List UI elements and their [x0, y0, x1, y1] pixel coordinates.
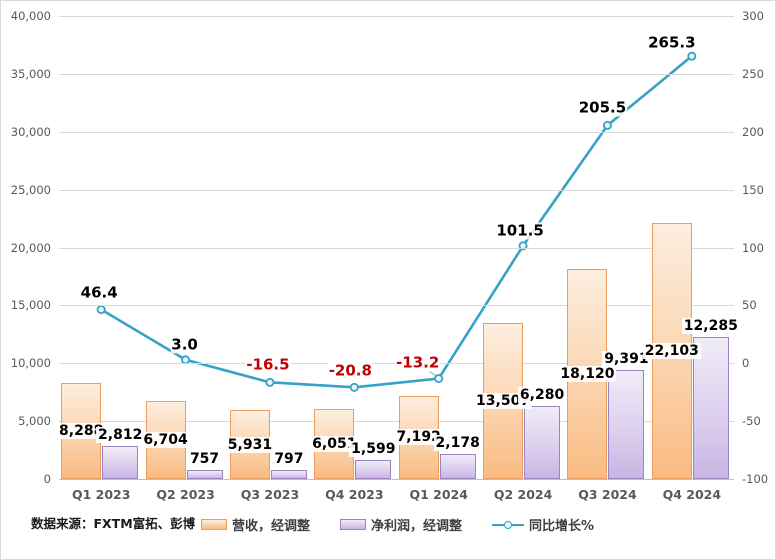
gridline	[59, 73, 734, 75]
net-profit-data-label: 12,285	[681, 317, 740, 334]
right-axis-tick: 150	[742, 182, 764, 197]
legend-label-growth: 同比增长%	[529, 519, 595, 534]
gridline	[59, 305, 734, 307]
left-axis-tick: 40,000	[10, 9, 51, 23]
revenue-swatch-icon	[201, 519, 227, 530]
x-axis-category-label: Q4 2024	[662, 487, 722, 502]
bar-net-profit	[439, 453, 476, 479]
left-axis-tick: 10,000	[10, 356, 51, 371]
legend-item-revenue: 营收，经调整	[201, 515, 310, 534]
x-axis-category-label: Q3 2023	[240, 487, 300, 502]
revenue-data-label: 5,931	[225, 436, 275, 453]
growth-data-label: 265.3	[647, 33, 697, 52]
left-axis-tick: 25,000	[10, 182, 51, 197]
line-marker-icon	[492, 519, 525, 530]
bar-net-profit	[270, 469, 307, 479]
gridline	[59, 131, 734, 133]
x-axis-line	[59, 479, 734, 480]
x-axis-category-label: Q1 2024	[409, 487, 468, 502]
net-profit-data-label: 6,280	[517, 387, 567, 404]
growth-data-label: -16.5	[245, 355, 291, 374]
revenue-data-label: 13,507	[474, 392, 533, 409]
right-axis-tick: 0	[742, 356, 750, 371]
net-profit-data-label: 2,178	[433, 434, 482, 451]
growth-data-label: 205.5	[577, 98, 628, 117]
right-axis-tick: -50	[742, 414, 761, 429]
net-profit-data-label: 2,812	[96, 427, 145, 444]
bar-net-profit	[608, 370, 645, 479]
revenue-data-label: 18,120	[558, 366, 617, 383]
source-note: 数据来源：FXTM富拓、彭博	[31, 516, 196, 531]
right-axis-tick: 250	[742, 66, 764, 81]
right-axis-tick: 300	[742, 9, 764, 23]
x-axis-category-label: Q1 2023	[71, 487, 131, 502]
gridline	[59, 247, 734, 249]
revenue-data-label: 6,051	[310, 435, 359, 452]
net-profit-data-label: 1,599	[349, 441, 398, 458]
left-axis-tick: 20,000	[10, 240, 51, 255]
growth-data-label: 101.5	[495, 221, 545, 240]
legend: 营收，经调整 净利润，经调整 同比增长%	[201, 515, 594, 534]
legend-label-profit: 净利润，经调整	[371, 519, 463, 534]
net-profit-data-label: 9,391	[602, 351, 651, 368]
bar-net-profit	[692, 336, 729, 479]
revenue-data-label: 6,704	[141, 432, 190, 449]
left-axis-tick: 35,000	[10, 66, 51, 81]
gridline	[59, 421, 734, 423]
net-profit-data-label: 797	[272, 450, 306, 467]
bar-net-profit	[186, 470, 223, 479]
gridline	[59, 16, 734, 17]
revenue-data-label: 7,192	[394, 429, 443, 446]
bar-net-profit	[355, 460, 392, 479]
right-axis-tick: -100	[742, 472, 769, 486]
legend-item-profit: 净利润，经调整	[340, 515, 462, 534]
left-axis-tick: 0	[43, 472, 51, 486]
x-axis-category-label: Q4 2023	[325, 487, 384, 502]
revenue-data-label: 8,288	[57, 423, 106, 440]
growth-data-label: -20.8	[327, 361, 373, 380]
x-axis-category-label: Q2 2023	[156, 487, 215, 502]
right-axis-tick: 200	[742, 124, 764, 139]
net-profit-data-label: 757	[187, 451, 222, 468]
legend-label-revenue: 营收，经调整	[232, 519, 311, 534]
revenue-data-label: 22,103	[642, 343, 701, 360]
profit-swatch-icon	[340, 519, 367, 530]
gridline	[59, 189, 734, 191]
growth-data-label: -13.2	[395, 353, 441, 372]
growth-data-label: 46.4	[79, 283, 119, 302]
x-axis-category-label: Q3 2024	[578, 487, 637, 502]
legend-item-growth: 同比增长%	[492, 515, 594, 534]
left-axis-tick: 5,000	[18, 414, 51, 429]
growth-data-label: 3.0	[170, 335, 199, 354]
left-axis-tick: 15,000	[10, 298, 51, 313]
left-axis-tick: 30,000	[10, 124, 51, 139]
bar-net-profit	[102, 446, 139, 479]
x-axis-category-label: Q2 2024	[493, 487, 553, 502]
right-axis-tick: 50	[742, 298, 757, 313]
right-axis-tick: 100	[742, 240, 764, 255]
bar-net-profit	[524, 406, 561, 479]
